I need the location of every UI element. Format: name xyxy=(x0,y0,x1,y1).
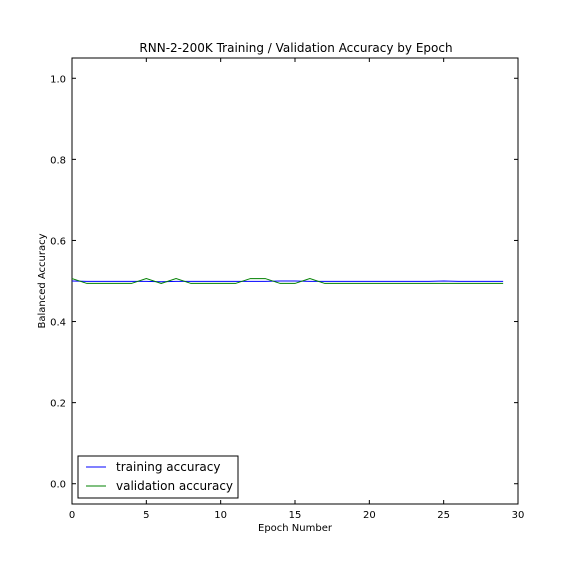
chart-title: RNN-2-200K Training / Validation Accurac… xyxy=(139,41,452,55)
x-axis-label: Epoch Number xyxy=(258,523,333,534)
legend-label-training-accuracy: training accuracy xyxy=(116,460,220,474)
y-tick-label-1: 1.0 xyxy=(50,74,66,85)
legend: training accuracy validation accuracy xyxy=(77,455,239,499)
legend-box xyxy=(77,455,239,499)
y-tick-label-0.4: 0.4 xyxy=(50,318,66,329)
x-tick-label-15: 15 xyxy=(289,510,302,521)
x-tick-label-30: 30 xyxy=(512,510,525,521)
x-tick-label-20: 20 xyxy=(363,510,376,521)
y-axis-label: Balanced Accuracy xyxy=(37,233,48,328)
x-tick-label-5: 5 xyxy=(143,510,149,521)
x-tick-label-0: 0 xyxy=(69,510,75,521)
legend-label-validation-accuracy: validation accuracy xyxy=(116,479,233,493)
series-line-validation-accuracy xyxy=(71,278,504,284)
series-line-training-accuracy xyxy=(71,280,504,283)
plot-area: 0 5 10 15 20 25 30 0.0 0.2 0.4 0.6 0.8 1.0 training a… xyxy=(50,57,525,521)
y-tick-label-0.6: 0.6 xyxy=(50,236,66,247)
y-tick-label-0: 0.0 xyxy=(50,480,66,491)
x-tick-label-10: 10 xyxy=(214,510,227,521)
x-tick-label-25: 25 xyxy=(437,510,450,521)
y-tick-label-0.2: 0.2 xyxy=(50,399,66,410)
y-tick-label-0.8: 0.8 xyxy=(50,155,66,166)
